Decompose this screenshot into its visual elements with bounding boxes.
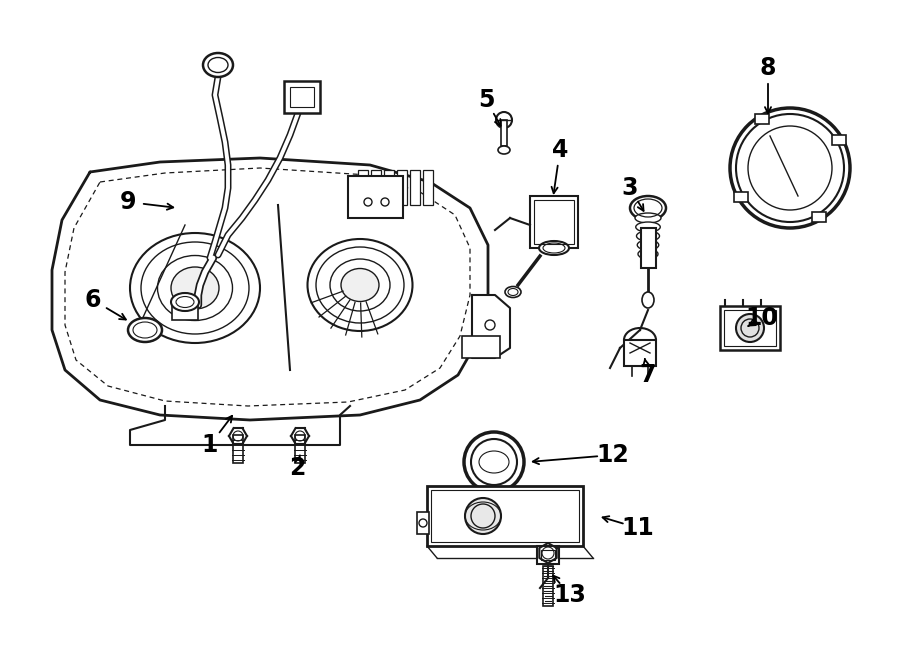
Bar bbox=[641, 228, 656, 268]
Ellipse shape bbox=[130, 233, 260, 343]
Bar bbox=[812, 212, 825, 222]
Circle shape bbox=[730, 108, 850, 228]
Bar bbox=[284, 81, 320, 113]
Bar bbox=[423, 170, 433, 205]
Bar bbox=[290, 87, 314, 107]
Polygon shape bbox=[291, 428, 309, 444]
Text: 7: 7 bbox=[640, 363, 656, 387]
Bar bbox=[724, 310, 776, 346]
Bar bbox=[358, 170, 368, 205]
Text: 4: 4 bbox=[552, 138, 568, 162]
Text: 3: 3 bbox=[622, 176, 638, 200]
Ellipse shape bbox=[630, 196, 666, 220]
Ellipse shape bbox=[171, 267, 219, 309]
Bar bbox=[397, 170, 407, 205]
Bar bbox=[537, 546, 559, 564]
Bar bbox=[734, 192, 748, 202]
Bar bbox=[541, 550, 555, 560]
Bar bbox=[431, 490, 579, 542]
Polygon shape bbox=[472, 295, 510, 358]
Ellipse shape bbox=[635, 213, 661, 223]
Text: 12: 12 bbox=[597, 443, 629, 467]
Ellipse shape bbox=[128, 318, 162, 342]
Ellipse shape bbox=[636, 231, 660, 241]
Ellipse shape bbox=[308, 239, 412, 331]
Ellipse shape bbox=[498, 146, 510, 154]
Ellipse shape bbox=[637, 240, 659, 250]
Bar bbox=[371, 170, 381, 205]
Bar bbox=[417, 512, 429, 534]
Bar bbox=[410, 170, 420, 205]
Ellipse shape bbox=[638, 249, 658, 259]
Polygon shape bbox=[130, 406, 350, 445]
Circle shape bbox=[736, 314, 764, 342]
Text: 1: 1 bbox=[202, 433, 218, 457]
Bar bbox=[624, 340, 656, 366]
Text: 10: 10 bbox=[745, 306, 778, 330]
Bar bbox=[427, 486, 583, 546]
Bar bbox=[233, 435, 243, 463]
Bar bbox=[530, 196, 578, 248]
Ellipse shape bbox=[539, 241, 569, 255]
Bar bbox=[543, 566, 553, 606]
Polygon shape bbox=[539, 543, 557, 563]
Ellipse shape bbox=[203, 53, 233, 77]
Bar bbox=[754, 114, 769, 124]
Ellipse shape bbox=[642, 292, 654, 308]
Circle shape bbox=[465, 498, 501, 534]
Text: 8: 8 bbox=[760, 56, 776, 80]
Bar bbox=[295, 435, 305, 463]
Ellipse shape bbox=[171, 293, 199, 311]
Text: 5: 5 bbox=[478, 88, 494, 112]
Ellipse shape bbox=[341, 268, 379, 301]
Circle shape bbox=[464, 432, 524, 492]
Bar bbox=[172, 300, 198, 320]
Bar bbox=[720, 306, 780, 350]
Bar bbox=[384, 170, 394, 205]
Polygon shape bbox=[52, 158, 488, 420]
Bar bbox=[534, 200, 574, 244]
Text: 13: 13 bbox=[554, 583, 587, 607]
Text: 2: 2 bbox=[289, 456, 305, 480]
Bar bbox=[832, 134, 846, 145]
Circle shape bbox=[496, 112, 512, 128]
Bar bbox=[348, 176, 403, 218]
Text: 6: 6 bbox=[85, 288, 101, 312]
Text: 11: 11 bbox=[622, 516, 654, 540]
Ellipse shape bbox=[635, 222, 661, 232]
Bar bbox=[501, 120, 507, 146]
Ellipse shape bbox=[505, 286, 521, 297]
Text: 9: 9 bbox=[120, 190, 136, 214]
Polygon shape bbox=[229, 428, 247, 444]
Bar bbox=[462, 336, 500, 358]
